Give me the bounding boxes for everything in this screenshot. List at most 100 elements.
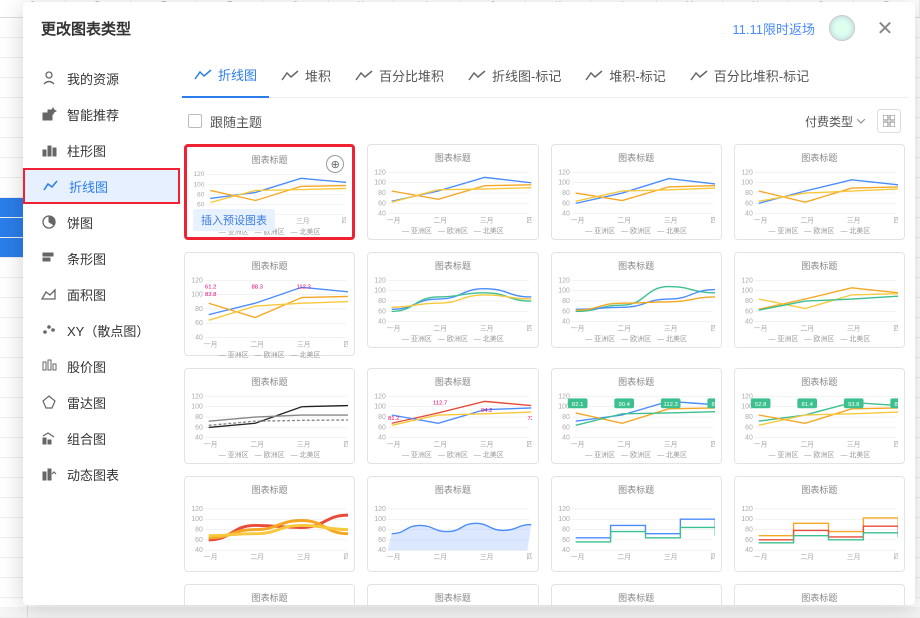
- thumb-legend: 亚洲区欧洲区北美区: [585, 334, 687, 344]
- svg-text:88.3: 88.3: [711, 402, 715, 408]
- svg-text:三月: 三月: [480, 217, 494, 225]
- sidebar-item-pie[interactable]: 饼图: [23, 204, 180, 240]
- thumb-chart: 120100806040一月二月三月四月: [741, 274, 898, 334]
- pay-type-select[interactable]: 付费类型: [805, 113, 865, 130]
- chart-thumbnail[interactable]: 图表标题120100806040一月二月三月四月亚洲区欧洲区北美区插入预设图表⊕: [184, 144, 355, 240]
- sidebar-item-scatter[interactable]: XY（散点图）: [23, 312, 180, 348]
- chart-type-sidebar: 我的资源智能推荐柱形图折线图饼图条形图面积图XY（散点图）股价图雷达图组合图动态…: [23, 54, 180, 605]
- svg-text:100: 100: [741, 180, 753, 187]
- thumb-title: 图表标题: [618, 151, 654, 164]
- svg-text:二月: 二月: [800, 553, 814, 561]
- thumb-title: 图表标题: [618, 375, 654, 388]
- thumb-legend: 亚洲区欧洲区北美区: [585, 450, 687, 460]
- chart-thumbnail[interactable]: 图表标题120100806040一月二月三月四月亚洲区欧洲区北美区: [367, 252, 538, 348]
- grid-view-button[interactable]: [877, 109, 901, 133]
- svg-text:94.2: 94.2: [481, 408, 492, 414]
- svg-text:100: 100: [741, 288, 753, 295]
- sidebar-item-user[interactable]: 我的资源: [23, 60, 180, 96]
- svg-text:82.1: 82.1: [571, 402, 582, 408]
- follow-theme-checkbox[interactable]: [188, 114, 202, 128]
- tab-label: 堆积-标记: [609, 66, 665, 85]
- svg-text:80: 80: [195, 527, 203, 534]
- thumb-legend: 亚洲区欧洲区北美区: [768, 226, 870, 236]
- thumb-legend: 亚洲区欧洲区北美区: [768, 450, 870, 460]
- sidebar-item-stock[interactable]: 股价图: [23, 348, 180, 384]
- promo-link[interactable]: 11.11限时返场: [732, 19, 815, 38]
- thumb-legend: 亚洲区欧洲区北美区: [402, 450, 504, 460]
- chart-thumbnail[interactable]: 图表标题: [184, 584, 355, 605]
- svg-text:60: 60: [378, 537, 386, 544]
- chart-thumbnail[interactable]: 图表标题120100806040一月二月三月四月亚洲区欧洲区北美区: [734, 252, 905, 348]
- chart-thumbnail[interactable]: 图表标题: [367, 584, 538, 605]
- chart-thumbnail[interactable]: 图表标题120100806040一月二月三月四月52.881.493.887.3…: [734, 368, 905, 464]
- svg-text:三月: 三月: [663, 217, 677, 225]
- tab-折线图[interactable]: 折线图: [182, 54, 269, 98]
- chart-thumbnail[interactable]: 图表标题120100806040一月二月三月四月亚洲区欧洲区北美区: [367, 144, 538, 240]
- sidebar-item-line[interactable]: 折线图: [23, 168, 180, 204]
- svg-text:二月: 二月: [800, 325, 814, 333]
- insert-preset-button[interactable]: 插入预设图表: [193, 209, 275, 231]
- svg-text:80: 80: [562, 414, 570, 421]
- svg-text:120: 120: [191, 506, 203, 513]
- sidebar-item-dynamic[interactable]: 动态图表: [23, 456, 180, 492]
- svg-text:40: 40: [195, 435, 203, 442]
- svg-text:一月: 一月: [570, 325, 584, 333]
- chart-thumbnail[interactable]: 图表标题120100806040一月二月三月四月亚洲区欧洲区北美区: [734, 144, 905, 240]
- chart-thumbnail[interactable]: 图表标题120100806040一月二月三月四月: [734, 476, 905, 572]
- tab-折线图-标记[interactable]: 折线图-标记: [456, 54, 573, 98]
- chart-thumbnail[interactable]: 图表标题120100806040一月二月三月四月82.190.4112.388.…: [551, 368, 722, 464]
- sidebar-item-combo[interactable]: 组合图: [23, 420, 180, 456]
- scatter-icon: [41, 322, 57, 338]
- svg-text:40: 40: [562, 319, 570, 326]
- svg-text:一月: 一月: [387, 553, 401, 561]
- svg-text:40: 40: [745, 319, 753, 326]
- svg-text:73.2: 73.2: [528, 416, 532, 422]
- tab-堆积-标记[interactable]: 堆积-标记: [573, 54, 677, 98]
- line-icon: [43, 178, 59, 194]
- svg-text:四月: 四月: [710, 441, 715, 449]
- tab-百分比堆积[interactable]: 百分比堆积: [343, 54, 456, 98]
- chart-thumbnail[interactable]: 图表标题120100806040一月二月三月四月亚洲区欧洲区北美区: [551, 144, 722, 240]
- close-icon[interactable]: ✕: [873, 16, 897, 41]
- sidebar-item-area[interactable]: 面积图: [23, 276, 180, 312]
- svg-text:80: 80: [197, 191, 205, 198]
- svg-text:60: 60: [197, 201, 205, 208]
- sidebar-item-bar[interactable]: 柱形图: [23, 132, 180, 168]
- sidebar-item-magic[interactable]: 智能推荐: [23, 96, 180, 132]
- sidebar-item-label: 条形图: [67, 249, 106, 268]
- chart-thumbnail[interactable]: 图表标题120100806040一月二月三月四月亚洲区欧洲区北美区: [184, 368, 355, 464]
- thumb-legend: 亚洲区欧洲区北美区: [768, 334, 870, 344]
- chart-thumbnail[interactable]: 图表标题120100806040一月二月三月四月112.794.281.273.…: [367, 368, 538, 464]
- chart-thumbnail[interactable]: 图表标题120100806040一月二月三月四月61.288.3112.383.…: [184, 252, 355, 356]
- change-chart-type-dialog: 更改图表类型 11.11限时返场 ✕ 我的资源智能推荐柱形图折线图饼图条形图面积…: [23, 2, 915, 605]
- sidebar-item-radar[interactable]: 雷达图: [23, 384, 180, 420]
- avatar[interactable]: [829, 15, 855, 41]
- thumb-legend: 亚洲区欧洲区北美区: [219, 350, 321, 360]
- svg-text:三月: 三月: [847, 217, 861, 225]
- svg-text:四月: 四月: [527, 325, 532, 333]
- svg-text:三月: 三月: [297, 553, 311, 561]
- svg-text:一月: 一月: [570, 217, 584, 225]
- svg-text:二月: 二月: [617, 553, 631, 561]
- chart-thumbnail[interactable]: 图表标题120100806040一月二月三月四月亚洲区欧洲区北美区: [551, 252, 722, 348]
- chart-subtype-tabs: 折线图堆积百分比堆积 折线图-标记 堆积-标记百分比堆积-标记: [180, 54, 909, 98]
- chart-thumbnail[interactable]: 图表标题120100806040一月二月三月四月: [184, 476, 355, 572]
- tab-label: 折线图-标记: [492, 66, 561, 85]
- sidebar-item-hbar[interactable]: 条形图: [23, 240, 180, 276]
- tab-堆积[interactable]: 堆积: [269, 54, 343, 98]
- svg-text:100: 100: [375, 516, 387, 523]
- magic-icon: [41, 106, 57, 122]
- sidebar-item-label: 折线图: [69, 177, 108, 196]
- svg-text:二月: 二月: [434, 441, 448, 449]
- chart-thumbnail[interactable]: 图表标题120100806040一月二月三月四月: [551, 476, 722, 572]
- chart-thumbnail[interactable]: 图表标题: [551, 584, 722, 605]
- sidebar-item-label: 雷达图: [67, 393, 106, 412]
- chart-thumbnail[interactable]: 图表标题120100806040一月二月三月四月: [367, 476, 538, 572]
- chart-thumbnail[interactable]: 图表标题: [734, 584, 905, 605]
- svg-text:80: 80: [562, 298, 570, 305]
- svg-text:100: 100: [375, 288, 387, 295]
- tab-百分比堆积-标记[interactable]: 百分比堆积-标记: [678, 54, 821, 98]
- sidebar-item-label: 智能推荐: [67, 105, 119, 124]
- svg-text:60: 60: [745, 424, 753, 431]
- thumb-legend: 亚洲区欧洲区北美区: [402, 226, 504, 236]
